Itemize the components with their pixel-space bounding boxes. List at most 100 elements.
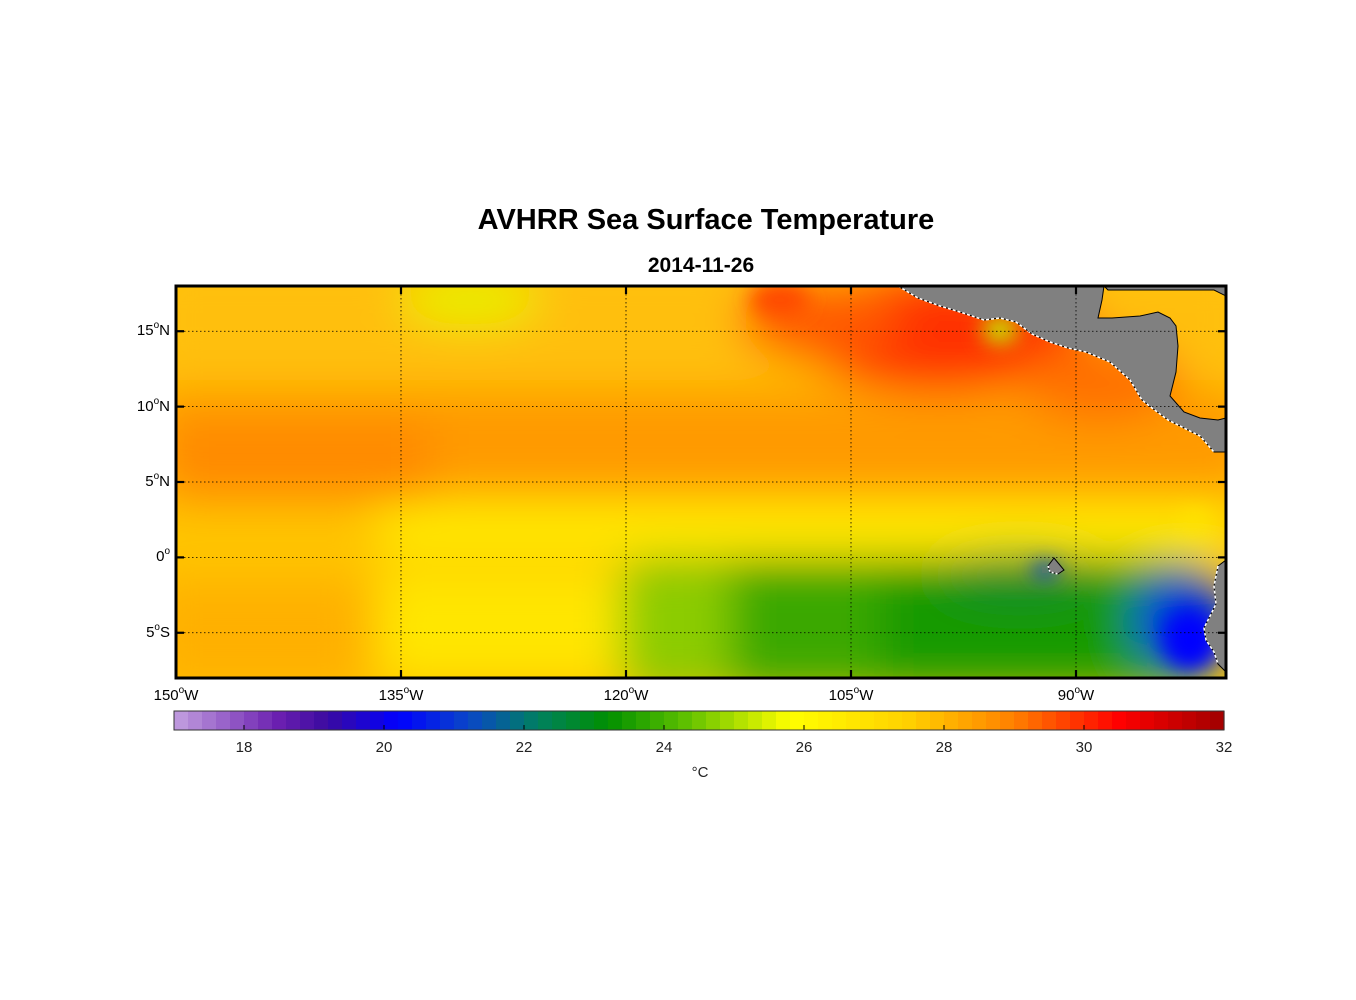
- colorbar-cell: [972, 711, 987, 730]
- colorbar-tick-label: 28: [935, 739, 953, 756]
- colorbar-cell: [524, 711, 539, 730]
- colorbar-cell: [986, 711, 1001, 730]
- colorbar-cell: [370, 711, 385, 730]
- colorbar-cell: [230, 711, 245, 730]
- colorbar-cell: [1000, 711, 1015, 730]
- colorbar-cell: [636, 711, 651, 730]
- colorbar-cell: [1182, 711, 1197, 730]
- colorbar-cell: [328, 711, 343, 730]
- colorbar-cell: [216, 711, 231, 730]
- colorbar-cell: [1042, 711, 1057, 730]
- colorbar-cell: [1014, 711, 1029, 730]
- colorbar-cell: [1140, 711, 1155, 730]
- colorbar-tick-label: 24: [655, 739, 673, 756]
- land-galapagos: [1047, 557, 1065, 575]
- colorbar-cell: [580, 711, 595, 730]
- lon-tick-label: 120oW: [603, 685, 649, 704]
- colorbar-cell: [1196, 711, 1211, 730]
- colorbar-cells: [174, 711, 1225, 730]
- colorbar-cell: [1210, 711, 1225, 730]
- colorbar-cell: [608, 711, 623, 730]
- lon-tick-label: 135oW: [378, 685, 424, 704]
- colorbar-cell: [188, 711, 203, 730]
- colorbar-cell: [1126, 711, 1141, 730]
- colorbar-cell: [888, 711, 903, 730]
- colorbar-cell: [958, 711, 973, 730]
- colorbar-cell: [440, 711, 455, 730]
- sst-details: [750, 286, 1218, 670]
- colorbar-cell: [1028, 711, 1043, 730]
- colorbar-cell: [468, 711, 483, 730]
- colorbar-cell: [496, 711, 511, 730]
- colorbar-cell: [244, 711, 259, 730]
- colorbar-cell: [426, 711, 441, 730]
- colorbar-cell: [846, 711, 861, 730]
- colorbar-cell: [776, 711, 791, 730]
- colorbar-cell: [1168, 711, 1183, 730]
- colorbar-cell: [944, 711, 959, 730]
- coastline-central-america: [897, 286, 1215, 453]
- colorbar-cell: [930, 711, 945, 730]
- map-frame: [174, 284, 1228, 680]
- colorbar-tick-label: 18: [235, 739, 253, 756]
- colorbar-tick-label: 22: [515, 739, 533, 756]
- colorbar-cell: [706, 711, 721, 730]
- lat-tick-label: 5oN: [145, 471, 170, 490]
- colorbar-cell: [300, 711, 315, 730]
- gridlines: [176, 286, 1226, 678]
- colorbar-cell: [804, 711, 819, 730]
- colorbar-cell: [1084, 711, 1099, 730]
- colorbar-cell: [286, 711, 301, 730]
- land-yucatan: [1103, 286, 1226, 297]
- colorbar-cell: [902, 711, 917, 730]
- colorbar-cell: [258, 711, 273, 730]
- colorbar-cell: [790, 711, 805, 730]
- colorbar-cell: [510, 711, 525, 730]
- lat-tick-label: 0o: [156, 546, 170, 566]
- colorbar-cell: [552, 711, 567, 730]
- chart-subtitle: 2014-11-26: [647, 254, 755, 277]
- colorbar-cell: [748, 711, 763, 730]
- colorbar-cell: [566, 711, 581, 730]
- colorbar-cell: [202, 711, 217, 730]
- colorbar-tick-label: 20: [375, 739, 393, 756]
- colorbar-cell: [1098, 711, 1113, 730]
- colorbar-cell: [314, 711, 329, 730]
- colorbar-cell: [1070, 711, 1085, 730]
- colorbar-cell: [678, 711, 693, 730]
- colorbar-cell: [1112, 711, 1127, 730]
- colorbar-cell: [622, 711, 637, 730]
- colorbar-tick-label: 30: [1075, 739, 1093, 756]
- colorbar-cell: [916, 711, 931, 730]
- lat-tick-label: 10oN: [136, 395, 170, 415]
- colorbar-cell: [356, 711, 371, 730]
- colorbar-cell: [594, 711, 609, 730]
- chart-title: AVHRR Sea Surface Temperature: [477, 204, 935, 236]
- colorbar-cell: [860, 711, 875, 730]
- colorbar-cell: [874, 711, 889, 730]
- colorbar-unit-label: °C: [691, 764, 709, 781]
- colorbar-cell: [1056, 711, 1071, 730]
- colorbar-tick-label: 32: [1215, 739, 1233, 756]
- colorbar-cell: [482, 711, 497, 730]
- colorbar-cell: [384, 711, 399, 730]
- lon-tick-label: 150oW: [153, 685, 199, 704]
- colorbar-tick-label: 26: [795, 739, 813, 756]
- sst-field: [176, 286, 1226, 678]
- lat-tick-label: 5oS: [146, 621, 170, 641]
- colorbar-frame: [173, 710, 1225, 731]
- lon-tick-label: 105oW: [828, 685, 874, 704]
- colorbar-cell: [174, 711, 189, 730]
- colorbar-cell: [692, 711, 707, 730]
- colorbar-cell: [538, 711, 553, 730]
- colorbar-cell: [412, 711, 427, 730]
- colorbar-cell: [818, 711, 833, 730]
- colorbar-cell: [734, 711, 749, 730]
- colorbar-cell: [650, 711, 665, 730]
- colorbar-cell: [664, 711, 679, 730]
- colorbar-cell: [272, 711, 287, 730]
- colorbar-cell: [762, 711, 777, 730]
- colorbar-cell: [398, 711, 413, 730]
- colorbar-cell: [342, 711, 357, 730]
